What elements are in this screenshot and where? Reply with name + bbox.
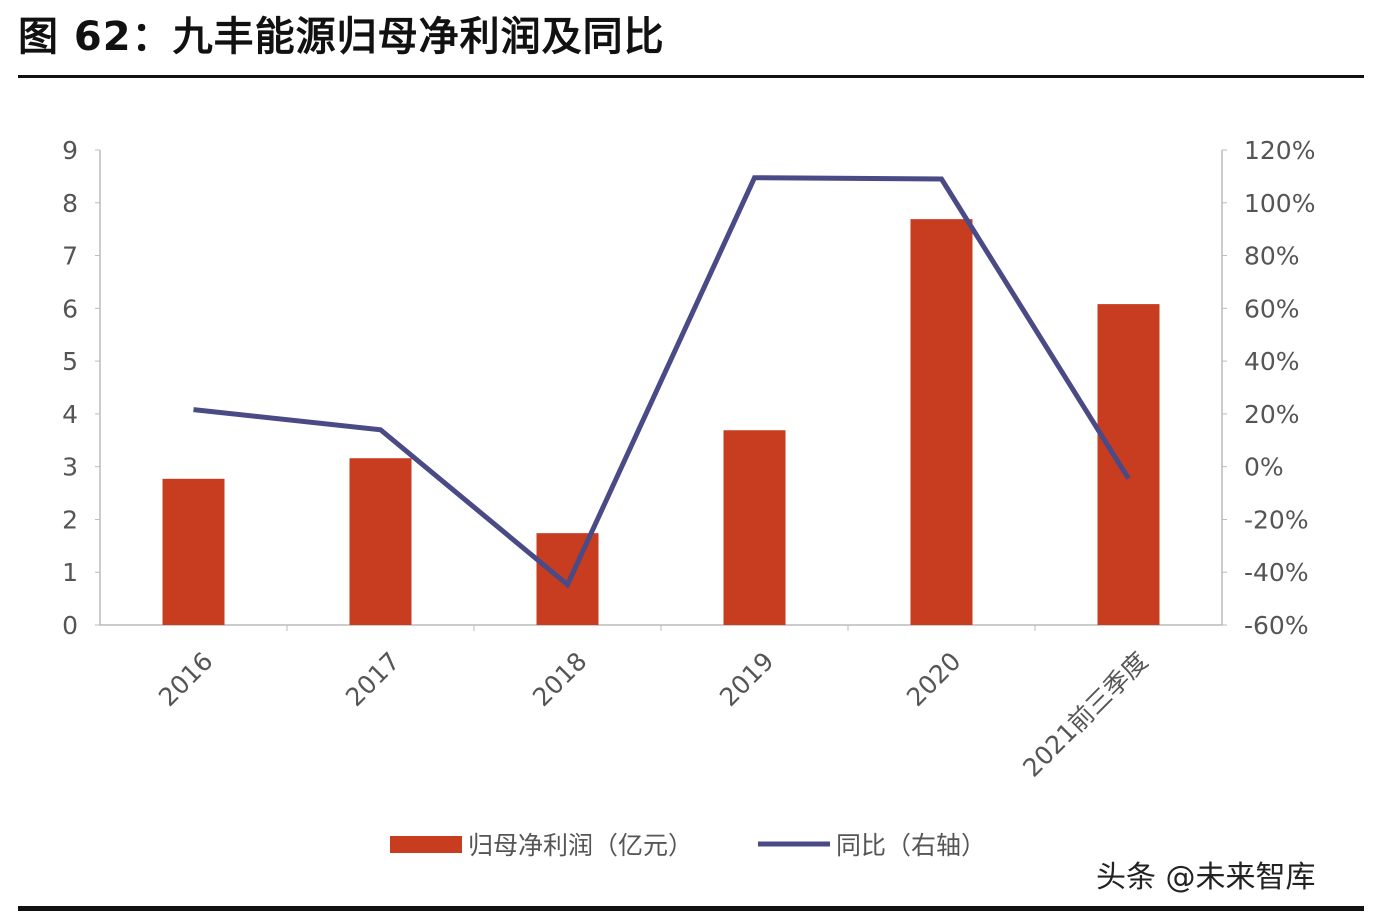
bar-2016 xyxy=(162,478,225,625)
x-tick-label: 2021前三季度 xyxy=(1017,646,1153,782)
bar-2017 xyxy=(349,458,412,625)
yoy-line xyxy=(193,175,1131,589)
left-tick-label: 4 xyxy=(62,400,78,429)
x-tick-label: 2018 xyxy=(527,646,592,711)
x-tick-label: 2020 xyxy=(901,646,966,711)
footer-divider xyxy=(18,906,1364,911)
watermark: 头条 @未来智库 xyxy=(1096,860,1316,895)
right-tick-label: 60% xyxy=(1244,294,1300,323)
right-tick-label: -40% xyxy=(1244,558,1309,587)
legend-bar-swatch xyxy=(390,836,462,853)
left-tick-label: 8 xyxy=(62,189,78,218)
right-tick-label: -60% xyxy=(1244,611,1309,640)
right-tick-label: 80% xyxy=(1244,242,1300,271)
left-tick-label: 1 xyxy=(62,558,78,587)
legend-line-label: 同比（右轴） xyxy=(836,831,986,860)
x-tick-label: 2016 xyxy=(153,646,218,711)
left-tick-label: 0 xyxy=(62,611,78,640)
right-tick-label: 0% xyxy=(1244,453,1284,482)
left-tick-label: 6 xyxy=(62,294,78,323)
title-divider xyxy=(18,75,1364,78)
left-tick-label: 2 xyxy=(62,505,78,534)
bar-2021前三季度 xyxy=(1097,304,1160,625)
bar-2019 xyxy=(723,430,786,625)
legend-bar-label: 归母净利润（亿元） xyxy=(468,831,693,860)
figure-title: 图 62：九丰能源归母净利润及同比 xyxy=(18,14,665,60)
right-tick-label: -20% xyxy=(1244,505,1309,534)
right-tick-label: 20% xyxy=(1244,400,1300,429)
right-tick-label: 120% xyxy=(1244,136,1315,165)
left-tick-label: 7 xyxy=(62,242,78,271)
left-tick-label: 3 xyxy=(62,453,78,482)
bar-2020 xyxy=(910,219,973,625)
left-tick-label: 5 xyxy=(62,347,78,376)
left-tick-label: 9 xyxy=(62,136,78,165)
x-tick-label: 2019 xyxy=(714,646,779,711)
x-tick-label: 2017 xyxy=(340,646,405,711)
right-tick-label: 40% xyxy=(1244,347,1300,376)
right-tick-label: 100% xyxy=(1244,189,1315,218)
